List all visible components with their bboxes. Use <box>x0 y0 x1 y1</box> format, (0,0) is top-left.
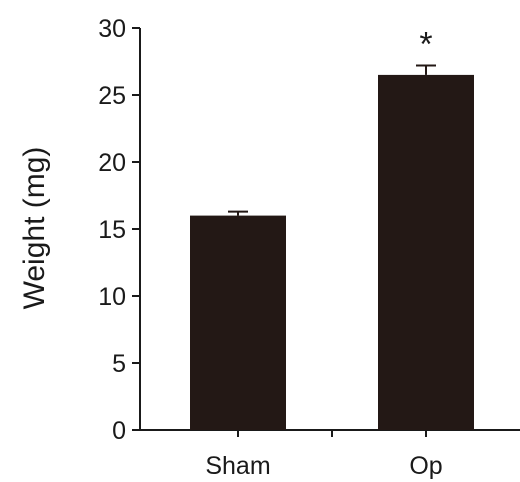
bar-sham <box>190 215 286 430</box>
x-tick-label-sham: Sham <box>205 452 270 480</box>
y-tick-label: 20 <box>98 149 126 177</box>
y-axis-label: Weight (mg) <box>18 147 51 310</box>
significance-marker: * <box>419 26 432 64</box>
x-tick-label-op: Op <box>409 452 442 480</box>
y-ticks: 0 5 10 15 20 25 30 <box>98 15 140 445</box>
y-tick-label: 5 <box>112 350 126 378</box>
y-tick-label: 30 <box>98 15 126 43</box>
bar-op <box>378 74 474 431</box>
y-tick-label: 10 <box>98 283 126 311</box>
y-tick-label: 25 <box>98 82 126 110</box>
y-tick-label: 15 <box>98 216 126 244</box>
bars: Sham Op * <box>190 26 474 480</box>
y-tick-label: 0 <box>112 417 126 445</box>
